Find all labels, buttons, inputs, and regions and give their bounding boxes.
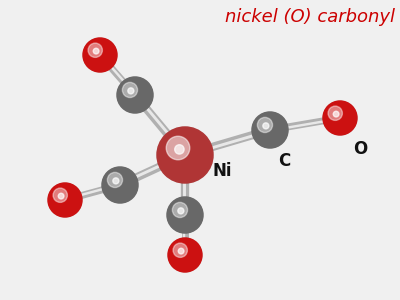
Circle shape xyxy=(102,167,138,203)
Circle shape xyxy=(83,38,117,72)
Circle shape xyxy=(117,77,153,113)
Text: O: O xyxy=(353,140,367,158)
Circle shape xyxy=(102,167,138,203)
Circle shape xyxy=(53,188,67,202)
Circle shape xyxy=(113,178,119,184)
Circle shape xyxy=(58,193,64,199)
Circle shape xyxy=(263,123,269,129)
Circle shape xyxy=(157,127,213,183)
Circle shape xyxy=(168,238,202,272)
Circle shape xyxy=(167,197,203,233)
Circle shape xyxy=(172,202,188,217)
Circle shape xyxy=(83,38,117,72)
Circle shape xyxy=(166,136,190,160)
Circle shape xyxy=(167,197,203,233)
Circle shape xyxy=(323,101,357,135)
Circle shape xyxy=(122,82,138,98)
Circle shape xyxy=(88,43,102,57)
Circle shape xyxy=(168,238,202,272)
Circle shape xyxy=(107,172,122,188)
Circle shape xyxy=(333,111,339,117)
Circle shape xyxy=(128,88,134,94)
Circle shape xyxy=(252,112,288,148)
Circle shape xyxy=(258,117,272,133)
Circle shape xyxy=(93,48,99,54)
Circle shape xyxy=(117,77,153,113)
Circle shape xyxy=(48,183,82,217)
Circle shape xyxy=(328,106,342,120)
Circle shape xyxy=(323,101,357,135)
Text: Ni: Ni xyxy=(212,162,232,180)
Circle shape xyxy=(173,243,187,257)
Circle shape xyxy=(48,183,82,217)
Circle shape xyxy=(178,208,184,214)
Text: C: C xyxy=(278,152,290,170)
Circle shape xyxy=(178,248,184,254)
Text: nickel (O) carbonyl: nickel (O) carbonyl xyxy=(225,8,395,26)
Circle shape xyxy=(157,127,213,183)
Circle shape xyxy=(175,145,184,154)
Circle shape xyxy=(252,112,288,148)
